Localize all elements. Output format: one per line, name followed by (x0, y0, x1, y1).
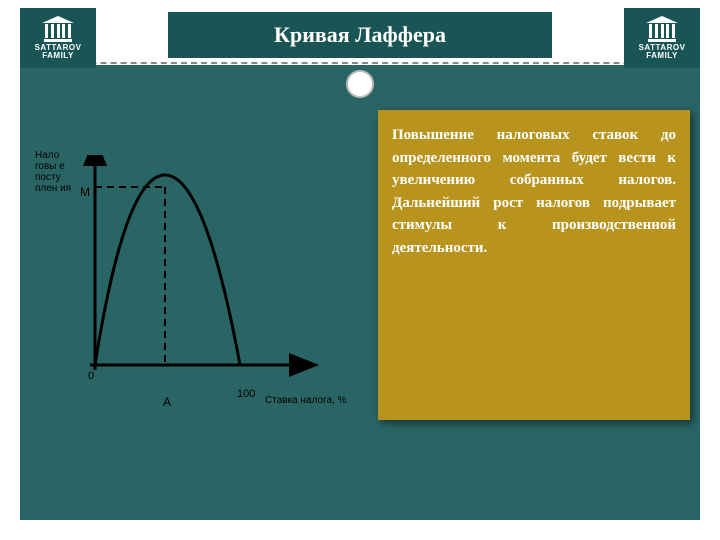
circle-decoration (346, 70, 374, 98)
logo-text: SATTAROVFAMILY (35, 44, 82, 60)
divider-line (20, 62, 700, 64)
explanation-text: Повышение налоговых ставок до определенн… (392, 124, 676, 259)
logo-right: SATTAROVFAMILY (624, 8, 700, 68)
logo-left: SATTAROVFAMILY (20, 8, 96, 68)
header-bar: Кривая Лаффера (168, 12, 552, 58)
building-icon (42, 16, 74, 42)
explanation-box: Повышение налоговых ставок до определенн… (378, 110, 690, 420)
page-title: Кривая Лаффера (274, 22, 446, 48)
laffer-curve (95, 175, 240, 365)
building-icon (646, 16, 678, 42)
chart-svg (35, 155, 355, 435)
logo-text: SATTAROVFAMILY (639, 44, 686, 60)
laffer-chart (35, 155, 355, 435)
